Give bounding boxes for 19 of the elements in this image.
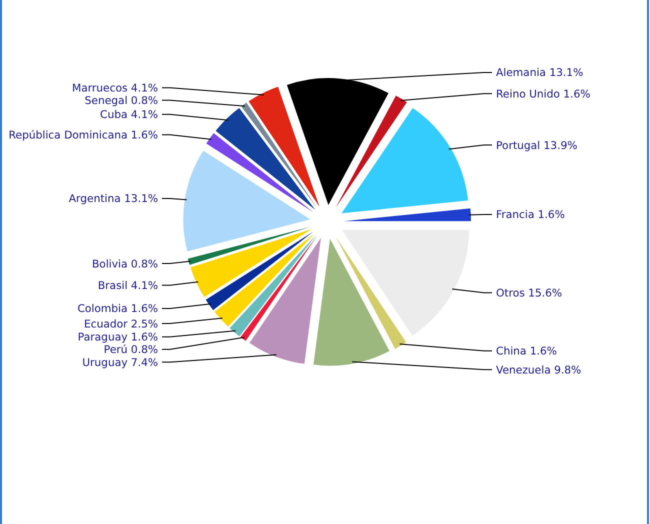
slice-label: Cuba 4.1% <box>100 108 158 122</box>
slice-label: República Dominicana 1.6% <box>8 128 158 142</box>
slice-label: Bolivia 0.8% <box>92 257 158 270</box>
slice-label: Venezuela 9.8% <box>496 363 582 376</box>
slice-label: Marruecos 4.1% <box>72 81 158 94</box>
slice-label: Portugal 13.9% <box>496 138 578 152</box>
slice-label: China 1.6% <box>496 344 557 358</box>
slice-label: Francia 1.6% <box>496 208 565 222</box>
slice-label: Colombia 1.6% <box>77 302 158 316</box>
slice-label: Reino Unido 1.6% <box>496 87 590 100</box>
slice-label: Alemania 13.1% <box>496 66 584 80</box>
slice-label: Perú 0.8% <box>104 343 158 356</box>
slice-label: Paraguay 1.6% <box>78 330 158 344</box>
slice-label: Otros 15.6% <box>496 286 562 300</box>
slice-label: Ecuador 2.5% <box>84 317 158 330</box>
slice-label: Senegal 0.8% <box>84 94 158 107</box>
slice-label: Uruguay 7.4% <box>82 356 158 369</box>
slice-label: Argentina 13.1% <box>68 192 158 206</box>
slice-label: Brasil 4.1% <box>98 278 158 292</box>
